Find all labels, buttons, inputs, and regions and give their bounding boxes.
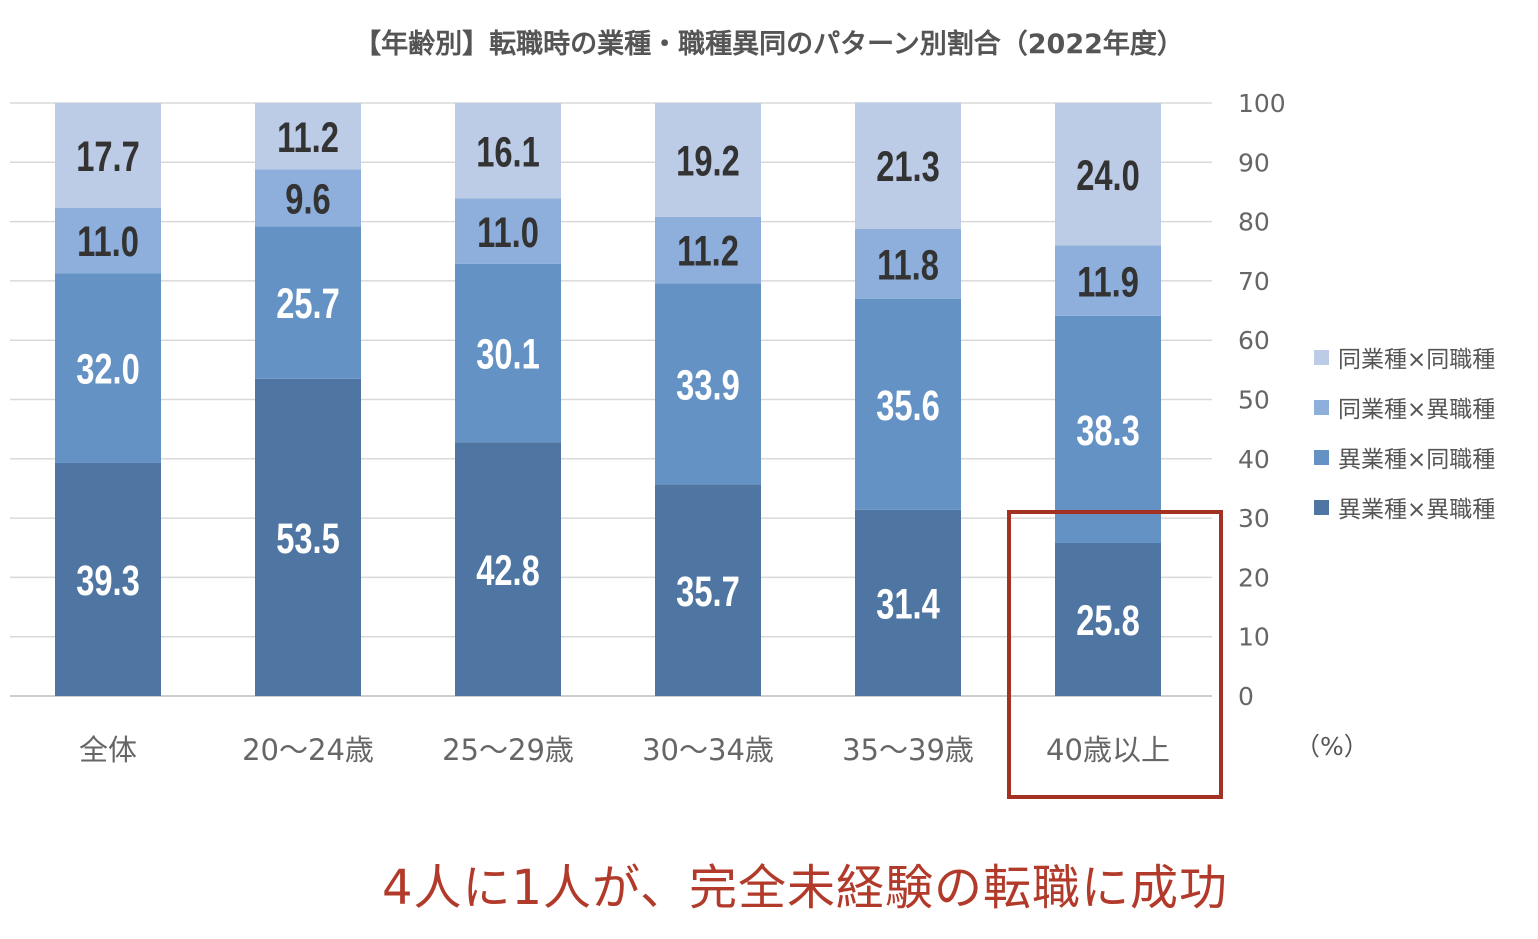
legend-swatch (1314, 500, 1329, 515)
y-tick-label: 90 (1238, 148, 1270, 177)
y-tick-label: 40 (1238, 445, 1270, 474)
bar-segment (655, 484, 761, 696)
legend-label: 同業種×異職種 (1338, 397, 1495, 423)
y-tick-label: 60 (1238, 326, 1270, 355)
highlight (1007, 510, 1223, 799)
data-label: 33.9 (676, 362, 740, 409)
bar-segment (455, 198, 561, 264)
data-label: 24.0 (1076, 153, 1140, 200)
bar-segment (55, 462, 161, 696)
bar-segment (1055, 315, 1161, 544)
data-label: 32.0 (76, 347, 140, 394)
highlight-box (1007, 510, 1223, 799)
data-label: 19.2 (676, 139, 740, 186)
data-label: 11.0 (77, 219, 139, 266)
y-tick-label: 80 (1238, 208, 1270, 237)
data-label: 38.3 (1076, 408, 1140, 455)
data-label: 42.8 (476, 548, 540, 595)
x-tick-label: 35〜39歳 (842, 733, 974, 767)
y-tick-label: 70 (1238, 267, 1270, 296)
data-label: 53.5 (276, 516, 340, 563)
x-tick-label: 20〜24歳 (242, 733, 374, 767)
bar-segment (855, 228, 961, 299)
y-axis: 0 10 20 30 40 50 60 70 80 90 100 （%） (1238, 89, 1369, 761)
bar-segment (255, 378, 361, 696)
bar-segment (55, 273, 161, 463)
bar-segment (255, 226, 361, 379)
bar-segment (455, 442, 561, 696)
data-label: 35.7 (676, 569, 740, 616)
y-tick-label: 0 (1238, 682, 1254, 711)
legend-swatch (1314, 450, 1329, 465)
bar-segment (255, 103, 361, 170)
x-axis: 全体 20〜24歳 25〜29歳 30〜34歳 35〜39歳 40歳以上 (79, 733, 1170, 767)
data-label: 35.6 (876, 383, 940, 430)
y-tick-label: 50 (1238, 386, 1270, 415)
data-label: 17.7 (76, 134, 140, 181)
bar-segment (55, 103, 161, 208)
bar-segment (655, 283, 761, 485)
x-tick-label: 30〜34歳 (642, 733, 774, 767)
x-tick-label: 25〜29歳 (442, 733, 574, 767)
bar-segment (455, 103, 561, 199)
y-tick-label: 20 (1238, 563, 1270, 592)
bar-segment (655, 103, 761, 217)
data-label: 21.3 (876, 144, 940, 191)
y-unit-label: （%） (1295, 732, 1369, 761)
legend-label: 異業種×異職種 (1338, 497, 1495, 523)
bar-segment (255, 169, 361, 227)
y-tick-label: 100 (1238, 89, 1286, 118)
bar-segment (1055, 245, 1161, 316)
chart-title: 【年齢別】転職時の業種・職種異同のパターン別割合（2022年度） (354, 29, 1184, 60)
legend-label: 異業種×同職種 (1338, 447, 1495, 473)
data-label: 30.1 (476, 332, 540, 379)
legend-label: 同業種×同職種 (1338, 347, 1495, 373)
bar-segment (1055, 103, 1161, 246)
caption: 4人に1人が、完全未経験の転職に成功 (381, 860, 1229, 916)
data-labels: 39.3 32.0 11.0 17.7 53.5 25.7 9.6 11.2 42.8 30.1 1… (76, 115, 1140, 645)
data-label: 31.4 (876, 582, 940, 629)
bars (55, 102, 1161, 696)
data-label: 25.8 (1076, 598, 1140, 645)
data-label: 11.9 (1077, 259, 1139, 306)
legend-swatch (1314, 400, 1329, 415)
y-tick-label: 10 (1238, 623, 1270, 652)
x-tick-label: 全体 (79, 733, 137, 767)
legend-swatch (1314, 350, 1329, 365)
bar-segment (855, 102, 961, 229)
bar-segment (655, 216, 761, 284)
data-label: 9.6 (285, 177, 330, 224)
data-label: 39.3 (76, 558, 140, 605)
data-label: 25.7 (276, 281, 340, 328)
bar-segment (855, 509, 961, 696)
bar-segment (455, 263, 561, 443)
x-tick-label: 40歳以上 (1046, 733, 1170, 767)
bar-segment (855, 298, 961, 510)
bar-segment (1055, 543, 1161, 696)
data-label: 11.2 (677, 229, 739, 276)
data-label: 16.1 (476, 129, 540, 176)
data-label: 11.8 (877, 242, 939, 289)
data-label: 11.0 (477, 210, 539, 257)
y-tick-label: 30 (1238, 504, 1270, 533)
gridlines (10, 102, 1212, 697)
data-label: 11.2 (277, 115, 339, 162)
bar-segment (55, 207, 161, 274)
